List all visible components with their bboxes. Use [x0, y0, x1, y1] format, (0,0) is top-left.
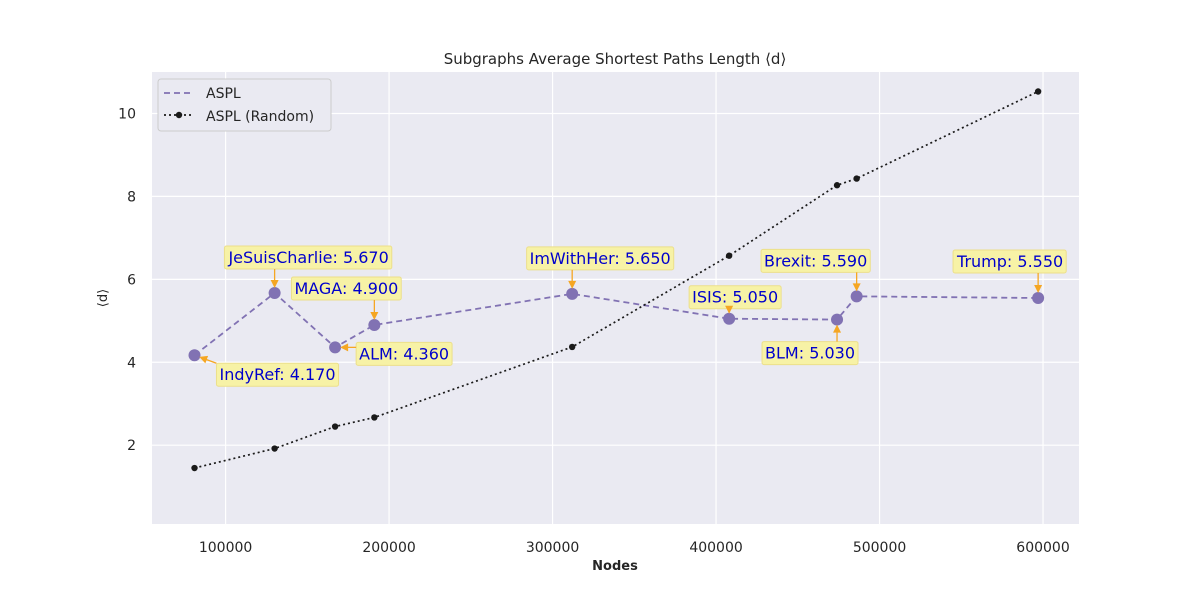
annotation-arrowhead	[370, 311, 379, 320]
data-point-aspl-random	[191, 464, 198, 472]
y-tick-label: 4	[127, 355, 136, 371]
annotation-brexit: Brexit: 5.590	[760, 248, 871, 292]
legend-label-aspl-random: ASPL (Random)	[206, 109, 314, 125]
data-point-aspl-random	[833, 182, 841, 189]
annotation-arrowhead	[833, 324, 842, 333]
series-layer	[188, 88, 1045, 472]
data-point-aspl-random	[331, 423, 339, 430]
y-axis-ticks: 2 4 6 8 10	[118, 106, 136, 454]
data-point-aspl	[1032, 292, 1045, 304]
x-tick-label: 500000	[853, 540, 906, 556]
data-point-aspl	[188, 349, 201, 362]
x-axis-label: Nodes	[592, 559, 638, 574]
annotation-box	[952, 249, 1067, 274]
data-point-aspl	[368, 318, 381, 331]
annotation-arrowhead	[270, 280, 279, 289]
x-tick-label: 200000	[362, 540, 415, 556]
data-point-aspl-random	[271, 445, 278, 452]
data-point-aspl-random	[371, 414, 378, 421]
y-tick-label: 10	[118, 106, 136, 122]
x-axis-ticks: 100000 200000 300000 400000 500000 600000	[199, 540, 1070, 556]
annotation-box	[215, 362, 340, 387]
x-tick-label: 400000	[689, 540, 742, 556]
annotation-isis: ISIS: 5.050	[688, 285, 782, 314]
annotation-label: JeSuisCharlie: 5.670	[227, 248, 388, 267]
x-tick-label: 100000	[199, 540, 252, 556]
x-tick-label: 600000	[1016, 540, 1069, 556]
data-point-aspl	[566, 287, 579, 300]
annotation-trump: Trump: 5.550	[952, 249, 1067, 293]
legend-marker-aspl-random	[175, 111, 183, 119]
annotation-arrowhead	[852, 283, 861, 292]
annotation-arrowhead	[340, 343, 349, 352]
annotation-label: ALM: 4.360	[359, 344, 449, 363]
annotation-label: Brexit: 5.590	[764, 251, 867, 270]
annotation-label: MAGA: 4.900	[294, 279, 398, 298]
y-tick-label: 8	[127, 189, 136, 205]
annotation-arrowhead	[725, 305, 734, 314]
annotation-maga: MAGA: 4.900	[290, 276, 402, 320]
annotation-box	[760, 248, 871, 273]
annotation-box	[688, 285, 782, 310]
series-line-aspl-random	[194, 90, 1039, 469]
legend-label-aspl: ASPL	[206, 86, 241, 102]
legend: ASPL ASPL (Random)	[157, 78, 332, 132]
annotation-box	[290, 276, 402, 301]
data-point-aspl-random	[725, 252, 733, 259]
data-point-aspl-random	[853, 175, 860, 182]
annotation-arrowhead	[568, 280, 577, 289]
annotation-label: ISIS: 5.050	[692, 288, 778, 307]
annotation-box	[761, 341, 859, 366]
data-point-aspl-random	[568, 343, 576, 351]
y-tick-label: 2	[127, 438, 136, 454]
annotation-arrowhead	[199, 355, 209, 364]
annotation-indyref: IndyRef: 4.170	[199, 355, 340, 387]
annotations-layer: IndyRef: 4.170 JeSuisCharlie: 5.670 ALM: 4…	[199, 245, 1067, 387]
annotation-blm: BLM: 5.030	[761, 324, 859, 366]
annotation-box	[355, 341, 453, 366]
x-tick-label: 300000	[526, 540, 579, 556]
annotation-alm: ALM: 4.360	[340, 341, 453, 366]
annotation-imwithher: ImWithHer: 5.650	[526, 246, 675, 289]
annotation-label: IndyRef: 4.170	[219, 365, 335, 384]
annotation-label: Trump: 5.550	[956, 252, 1063, 271]
data-point-aspl	[831, 313, 844, 326]
annotation-arrowhead	[1034, 285, 1043, 293]
y-tick-label: 6	[127, 272, 136, 288]
data-point-aspl	[723, 312, 736, 325]
series-line-aspl	[193, 291, 1039, 356]
y-axis-label: ⟨d⟩	[96, 289, 111, 307]
annotation-box	[526, 246, 675, 271]
data-point-aspl	[850, 290, 863, 303]
legend-box	[157, 78, 332, 132]
data-point-aspl	[268, 287, 281, 300]
annotation-jesuischarlie: JeSuisCharlie: 5.670	[223, 245, 393, 289]
annotation-label: ImWithHer: 5.650	[530, 249, 671, 268]
chart-title: Subgraphs Average Shortest Paths Length …	[444, 50, 787, 68]
annotation-label: BLM: 5.030	[765, 344, 855, 363]
data-point-aspl-random	[1034, 88, 1042, 95]
annotation-box	[223, 245, 393, 270]
data-point-aspl	[329, 341, 342, 354]
